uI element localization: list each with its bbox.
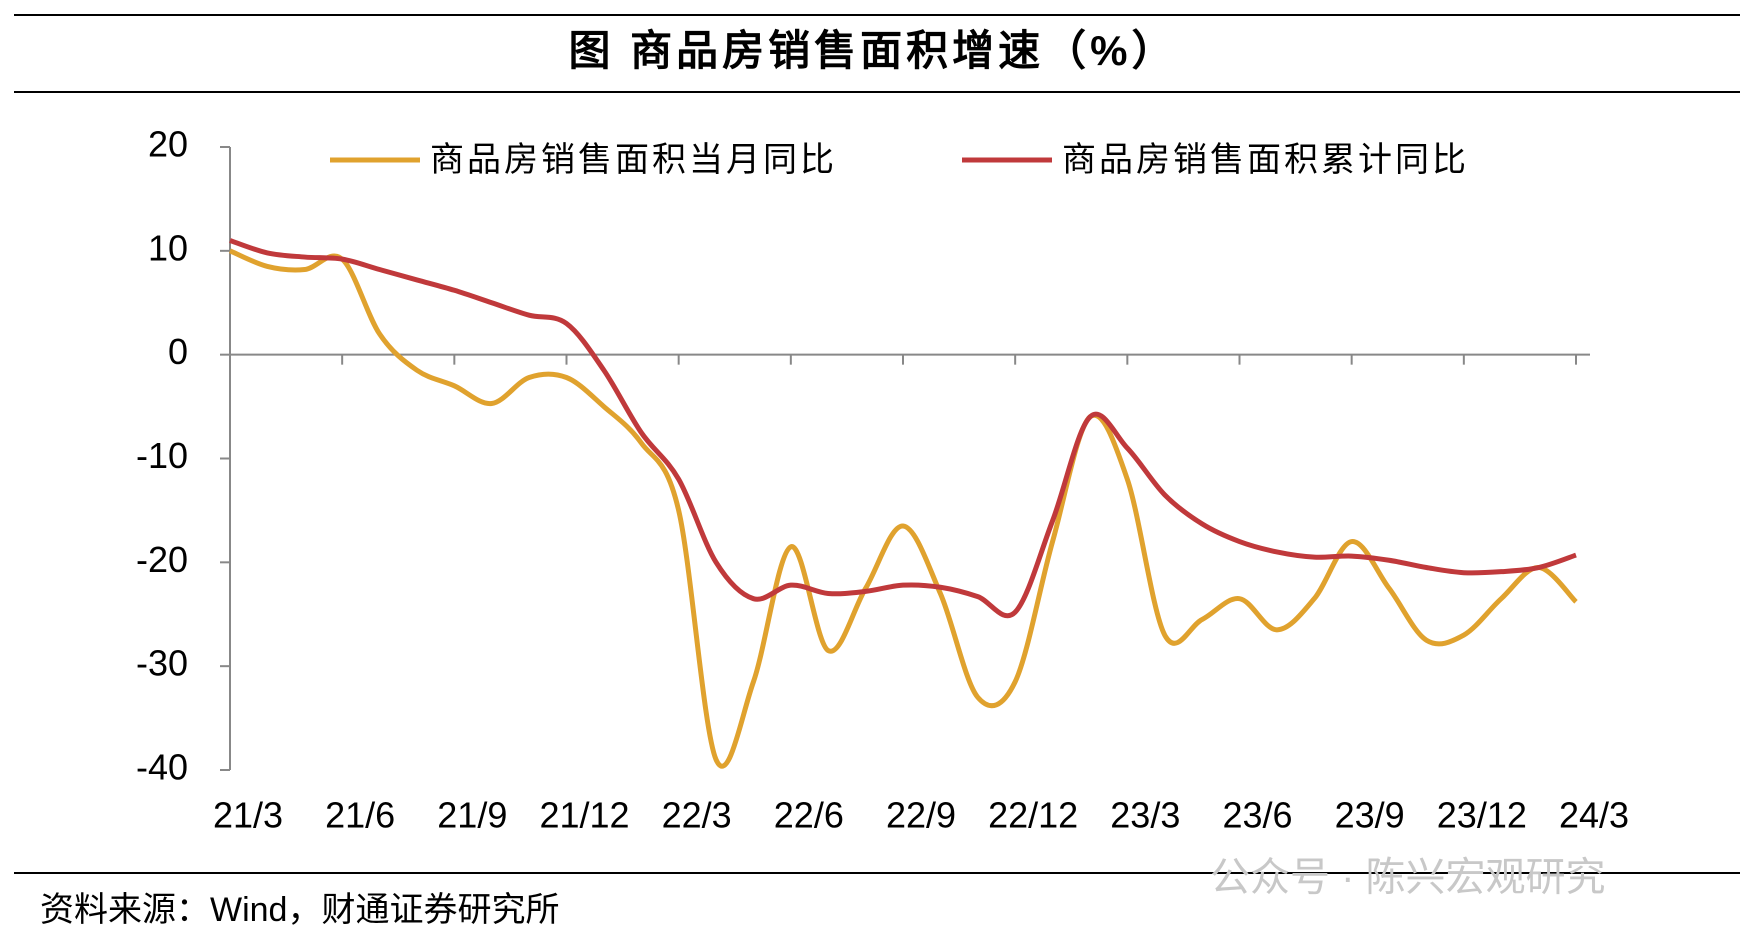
chart-title: 图 商品房销售面积增速（%） <box>568 27 1177 74</box>
watermark: 公众号 · 陈兴宏观研究 <box>1210 856 1606 900</box>
x-tick-label: 21/9 <box>437 795 507 836</box>
y-tick-label: -30 <box>136 643 188 684</box>
y-tick-label: -40 <box>136 747 188 788</box>
x-tick-label: 22/6 <box>774 795 844 836</box>
y-tick-label: -20 <box>136 539 188 580</box>
x-tick-label: 22/12 <box>988 795 1078 836</box>
legend-label: 商品房销售面积累计同比 <box>1062 141 1469 179</box>
series-line <box>229 238 1577 619</box>
x-tick-label: 24/3 <box>1559 795 1629 836</box>
x-tick-label: 21/6 <box>325 795 395 836</box>
x-tick-label: 23/3 <box>1110 795 1180 836</box>
y-tick-label: 20 <box>148 124 188 165</box>
x-tick-label: 23/12 <box>1437 795 1527 836</box>
source-note: 资料来源：Wind，财通证券研究所 <box>40 891 559 929</box>
x-tick-label: 21/12 <box>539 795 629 836</box>
x-tick-label: 22/9 <box>886 795 956 836</box>
x-tick-label: 21/3 <box>213 795 283 836</box>
x-tick-label: 23/6 <box>1222 795 1292 836</box>
y-tick-label: 0 <box>168 331 188 372</box>
series-line <box>228 248 1578 769</box>
y-tick-label: 10 <box>148 227 188 268</box>
x-tick-label: 23/9 <box>1335 795 1405 836</box>
x-tick-label: 22/3 <box>662 795 732 836</box>
legend-label: 商品房销售面积当月同比 <box>430 141 837 179</box>
y-tick-label: -10 <box>136 435 188 476</box>
